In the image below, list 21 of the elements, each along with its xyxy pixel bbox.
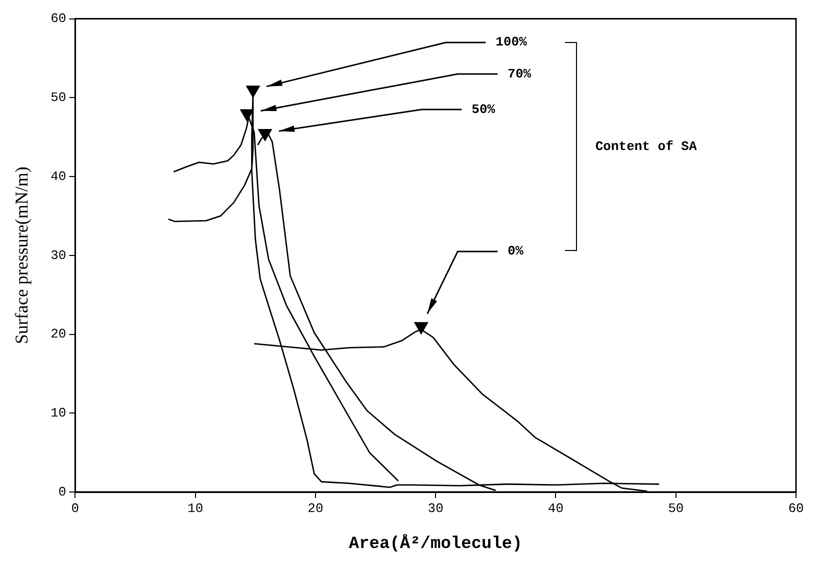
annotation: 50% [472,102,496,117]
annotation: Content of SA [595,139,697,154]
y-tick-label: 10 [50,406,66,421]
x-tick-label: 10 [188,501,204,516]
y-tick-label: 20 [50,326,66,342]
x-tick-label: 0 [71,501,80,516]
x-tick-label: 50 [668,501,684,516]
x-tick-label: 60 [788,501,804,516]
y-tick-label: 60 [50,11,66,26]
annotation: 100% [496,34,528,50]
y-tick-label: 30 [50,248,66,263]
y-tick-label: 0 [58,484,66,500]
y-axis-title: Surface pressure(mN/m) [12,166,32,344]
x-tick-label: 20 [308,501,324,516]
annotation: 0% [508,244,524,259]
x-axis-title: Area(Å²/molecule) [348,534,522,554]
y-tick-label: 50 [50,90,66,106]
x-tick-label: 30 [428,501,444,516]
annotation: 70% [508,66,532,82]
x-tick-label: 40 [548,501,564,516]
y-tick-label: 40 [50,168,66,184]
